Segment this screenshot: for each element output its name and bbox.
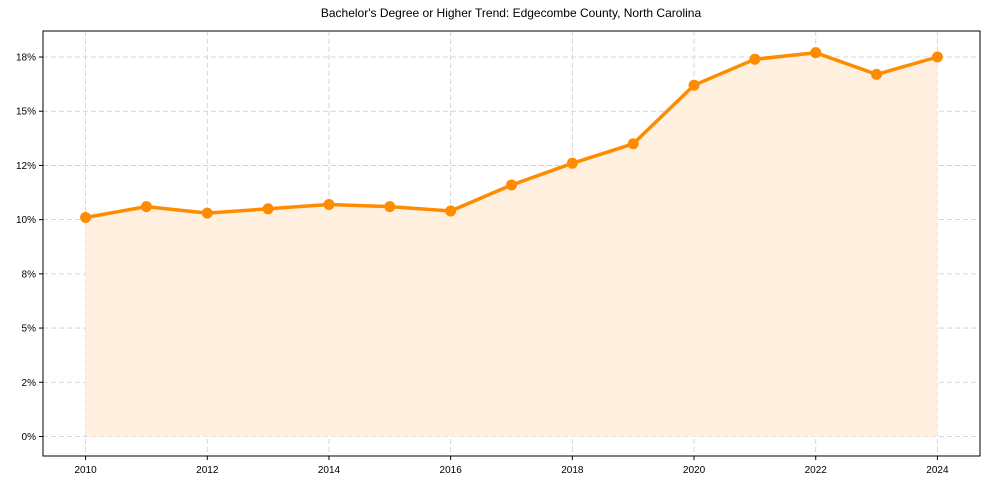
data-point — [931, 51, 943, 63]
x-tick-label: 2020 — [683, 465, 706, 476]
y-tick-label: 12% — [16, 161, 36, 172]
y-tick-label: 15% — [16, 107, 36, 118]
y-tick-label: 10% — [16, 215, 36, 226]
data-point — [201, 207, 213, 219]
y-axis-ticks: 0% 2% 5% 8% 10% 12% 15% 18% — [16, 53, 43, 443]
x-axis-ticks: 2010 2012 2014 2016 2018 2020 2022 2024 — [74, 456, 949, 476]
y-tick-label: 8% — [22, 269, 37, 280]
data-point — [262, 203, 274, 215]
y-tick-label: 18% — [16, 53, 36, 64]
x-tick-label: 2024 — [926, 465, 949, 476]
axes-frame — [42, 30, 981, 457]
data-point — [506, 179, 517, 191]
data-markers — [80, 47, 943, 223]
x-tick-label: 2018 — [561, 465, 584, 476]
y-tick-label: 5% — [22, 324, 37, 335]
data-point — [566, 157, 578, 169]
data-point — [384, 201, 396, 213]
x-tick-label: 2016 — [440, 465, 463, 476]
data-point — [627, 138, 639, 150]
y-tick-label: 2% — [22, 378, 37, 389]
data-point — [445, 205, 457, 217]
data-point — [749, 53, 761, 65]
chart-title: Bachelor's Degree or Higher Trend: Edgec… — [320, 6, 702, 20]
area-fill — [85, 52, 938, 437]
data-point — [810, 47, 822, 59]
x-tick-label: 2022 — [805, 465, 828, 476]
data-point — [688, 79, 700, 91]
x-tick-label: 2010 — [74, 465, 97, 476]
x-tick-label: 2014 — [318, 465, 341, 476]
y-tick-label: 0% — [22, 432, 37, 443]
data-point — [140, 201, 152, 213]
data-point — [323, 198, 335, 210]
data-point — [871, 68, 883, 80]
x-tick-label: 2012 — [196, 465, 219, 476]
data-point — [80, 211, 92, 223]
